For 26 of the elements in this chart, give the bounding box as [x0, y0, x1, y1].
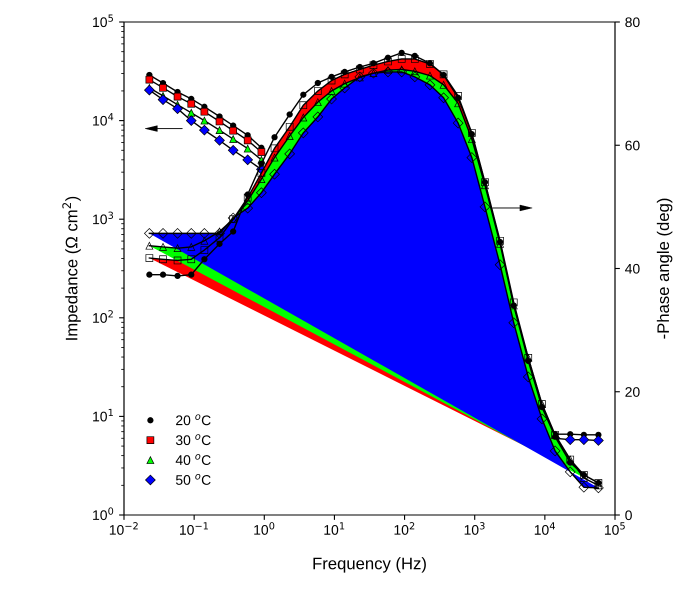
- y2-tick-label: 60: [625, 140, 640, 150]
- x-tick-label: 10$^{4}$: [534, 522, 555, 535]
- y2-tick-label: 40: [625, 264, 640, 274]
- y-tick-label: 10$^{4}$: [93, 113, 114, 126]
- y2-axis-title: -Phase angle (deg): [656, 198, 672, 339]
- x-tick-label: 10$^{5}$: [604, 522, 625, 535]
- legend-label: 30 $^{o}$C: [176, 434, 211, 446]
- legend-label: 40 $^{o}$C: [176, 454, 211, 465]
- x-tick-label: 10$^{0}$: [254, 522, 274, 535]
- x-tick-label: 10$^{−1}$: [180, 522, 208, 535]
- legend-label: 50 $^{o}$C: [176, 474, 211, 485]
- x-tick-label: 10$^{3}$: [464, 522, 485, 535]
- y2-tick-label: 80: [625, 17, 640, 28]
- y-tick-label: 10$^{2}$: [93, 310, 113, 323]
- x-axis-title: Frequency (Hz): [313, 557, 426, 573]
- y-tick-label: 10$^{1}$: [93, 408, 113, 422]
- y-tick-label: 10$^{5}$: [93, 14, 113, 28]
- x-tick-label: 10$^{2}$: [394, 522, 414, 535]
- y2-tick-label: 20: [625, 387, 640, 397]
- y2-tick-label: 0: [625, 510, 632, 520]
- y-tick-label: 10$^{3}$: [93, 212, 114, 224]
- x-tick-label: 10$^{−2}$: [110, 522, 138, 535]
- legend-label: 20 $^{o}$C: [176, 414, 211, 426]
- x-tick-label: 10$^{1}$: [324, 522, 344, 535]
- y-axis-title: Impedance (Ω cm$^{2}$): [62, 196, 81, 340]
- y-tick-label: 10$^{0}$: [93, 507, 114, 520]
